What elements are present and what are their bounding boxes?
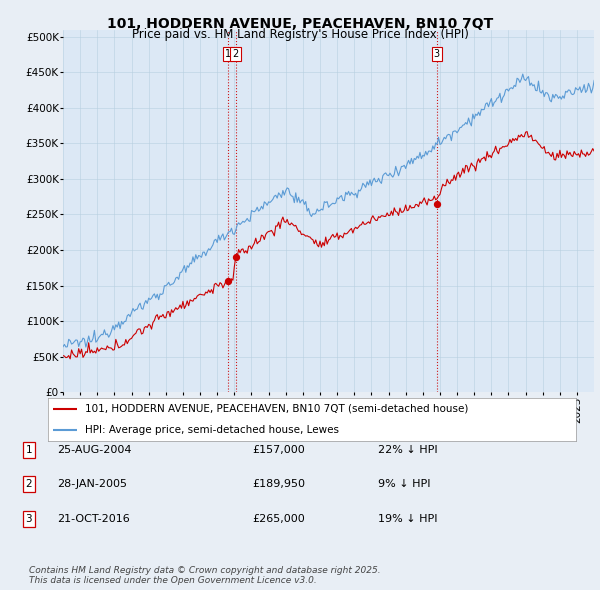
Text: 22% ↓ HPI: 22% ↓ HPI [378, 445, 437, 455]
Text: 25-AUG-2004: 25-AUG-2004 [57, 445, 131, 455]
Text: 3: 3 [434, 50, 440, 60]
Text: 1: 1 [225, 50, 232, 60]
Text: 28-JAN-2005: 28-JAN-2005 [57, 480, 127, 489]
Text: 9% ↓ HPI: 9% ↓ HPI [378, 480, 431, 489]
Text: 1: 1 [25, 445, 32, 455]
Text: HPI: Average price, semi-detached house, Lewes: HPI: Average price, semi-detached house,… [85, 425, 339, 435]
Text: 21-OCT-2016: 21-OCT-2016 [57, 514, 130, 523]
Text: 101, HODDERN AVENUE, PEACEHAVEN, BN10 7QT: 101, HODDERN AVENUE, PEACEHAVEN, BN10 7Q… [107, 17, 493, 31]
Text: 3: 3 [25, 514, 32, 523]
Text: £265,000: £265,000 [252, 514, 305, 523]
Text: 19% ↓ HPI: 19% ↓ HPI [378, 514, 437, 523]
Point [432, 199, 442, 208]
Text: 2: 2 [25, 480, 32, 489]
Text: £189,950: £189,950 [252, 480, 305, 489]
Point [223, 276, 233, 286]
Text: 101, HODDERN AVENUE, PEACEHAVEN, BN10 7QT (semi-detached house): 101, HODDERN AVENUE, PEACEHAVEN, BN10 7Q… [85, 404, 469, 414]
Text: Contains HM Land Registry data © Crown copyright and database right 2025.
This d: Contains HM Land Registry data © Crown c… [29, 566, 380, 585]
Text: Price paid vs. HM Land Registry's House Price Index (HPI): Price paid vs. HM Land Registry's House … [131, 28, 469, 41]
Text: 2: 2 [232, 50, 239, 60]
Text: £157,000: £157,000 [252, 445, 305, 455]
Point [231, 253, 241, 262]
